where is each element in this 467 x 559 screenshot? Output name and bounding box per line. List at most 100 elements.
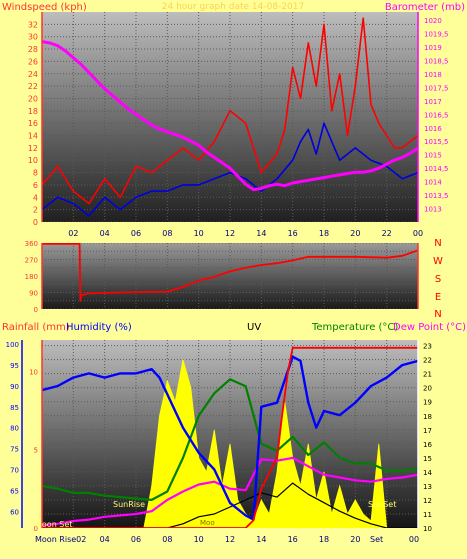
barometer-tick-label: 1019,5 (424, 31, 449, 39)
windspeed-tick-label: 28 (28, 45, 38, 54)
barometer-tick-label: 1015 (424, 152, 442, 160)
windspeed-tick-label: 2 (33, 206, 38, 215)
humidity-tick-label: 70 (10, 467, 19, 475)
time-tick-label: 18 (319, 229, 329, 238)
windspeed-axis-title: Windspeed (kph) (2, 2, 87, 13)
windspeed-tick-label: 12 (28, 144, 38, 153)
compass-label: N (434, 309, 441, 320)
barometer-tick-label: 1016 (424, 125, 442, 133)
time-tick-label: 10 (194, 229, 204, 238)
windspeed-tick-label: 18 (28, 107, 38, 116)
sunrise-label: SunRise (113, 500, 145, 509)
temperature-tick-label: 12 (423, 497, 432, 505)
barometer-tick-label: 1015,5 (424, 138, 449, 146)
rain-hum-temp-series (42, 346, 418, 528)
temperature-tick-label: 21 (423, 371, 432, 379)
temperature-tick-label: 15 (423, 455, 432, 463)
windspeed-tick-label: 20 (28, 94, 38, 103)
rainfall-tick-label: 5 (34, 447, 38, 455)
barometer-axis-title: Barometer (mb) (385, 2, 465, 13)
direction-tick-label: 270 (25, 257, 38, 265)
barometer-tick-label: 1014 (424, 179, 442, 187)
humidity-tick-label: 80 (10, 425, 19, 433)
rainfall-axis-title: Rainfall (mm) (2, 322, 70, 333)
windspeed-tick-label: 24 (28, 70, 38, 79)
barometer-line (42, 40, 418, 192)
barometer-tick-label: 1020 (424, 17, 442, 25)
wind-direction-line (42, 243, 418, 302)
windspeed-tick-label: 0 (33, 218, 38, 227)
time-tick-label: 14 (256, 229, 266, 238)
windspeed-tick-label: 6 (33, 181, 38, 190)
time-tick-label: 12 (225, 229, 235, 238)
windspeed-tick-label: 32 (28, 20, 38, 29)
temperature-tick-label: 20 (423, 385, 432, 393)
direction-tick-label: 0 (34, 306, 38, 314)
wind-gust-line (42, 17, 418, 205)
humidity-tick-label: 100 (6, 341, 19, 349)
compass-label: W (433, 256, 443, 267)
time-tick-label: 02 (68, 229, 78, 238)
temperature-tick-label: 13 (423, 483, 432, 491)
wind-speed-line (42, 122, 418, 217)
time-tick-label: 10 (194, 535, 204, 544)
rain-hum-temp-axes: 10 11 12 13 14 15 16 17 18 19 20 21 22 23 60 65 70 75 80 85… (6, 340, 432, 544)
wind-baro-grid (42, 12, 418, 222)
direction-tick-label: 180 (25, 273, 38, 281)
temperature-tick-label: 23 (423, 343, 432, 351)
temperature-tick-label: 22 (423, 357, 432, 365)
humidity-tick-label: 75 (10, 446, 19, 454)
time-tick-label: 18 (319, 535, 329, 544)
compass-label: E (435, 292, 441, 303)
windspeed-tick-label: 16 (28, 119, 38, 128)
temperature-tick-label: 16 (423, 441, 432, 449)
barometer-tick-label: 1017,5 (424, 84, 449, 92)
wind-baro-axes: 0246810121416182022242628303210131013,51… (28, 12, 449, 238)
windspeed-tick-label: 8 (33, 169, 38, 178)
humidity-tick-label: 95 (10, 362, 19, 370)
humidity-tick-label: 90 (10, 383, 19, 391)
humidity-line (42, 355, 418, 521)
barometer-tick-label: 1013 (424, 206, 442, 214)
barometer-tick-label: 1018,5 (424, 57, 449, 65)
time-tick-label: 04 (100, 535, 110, 544)
temperature-tick-label: 17 (423, 427, 432, 435)
uv-axis-title: UV (247, 322, 261, 333)
humidity-tick-label: 85 (10, 404, 19, 412)
time-tick-label: 08 (162, 535, 172, 544)
time-tick-label: 22 (382, 229, 392, 238)
barometer-tick-label: 1013,5 (424, 192, 449, 200)
dewpoint-axis-title: Dew Point (°C) (393, 322, 466, 333)
wind-baro-series (42, 17, 418, 217)
time-tick-label: 12 (225, 535, 235, 544)
windspeed-tick-label: 4 (33, 193, 38, 202)
time-tick-label: 08 (162, 229, 172, 238)
uv-line (42, 482, 418, 528)
rain-line (42, 346, 418, 528)
rainfall-tick-label: 0 (34, 525, 38, 533)
temperature-tick-label: 11 (423, 511, 432, 519)
windspeed-tick-label: 10 (28, 156, 38, 165)
time-tick-label: 16 (288, 229, 298, 238)
time-tick-label: 04 (100, 229, 110, 238)
time-tick-label: 06 (131, 535, 141, 544)
temperature-axis-title: Temperature (°C) (311, 322, 398, 333)
barometer-tick-label: 1014,5 (424, 165, 449, 173)
temperature-tick-label: 10 (423, 525, 432, 533)
compass-label: N (434, 238, 441, 249)
barometer-tick-label: 1019 (424, 44, 442, 52)
temperature-tick-label: 14 (423, 469, 432, 477)
time-tick-label: 14 (256, 535, 266, 544)
wind-direction-series (42, 243, 418, 302)
humidity-axis-title: Humidity (%) (66, 322, 132, 333)
wind-direction-grid (42, 243, 418, 309)
solar-area (42, 359, 418, 528)
direction-tick-label: 360 (25, 240, 38, 248)
barometer-tick-label: 1018 (424, 71, 442, 79)
windspeed-tick-label: 14 (28, 132, 38, 141)
rainfall-tick-label: 10 (29, 368, 38, 376)
moon-set-label: Moon Set (35, 520, 72, 529)
sunset-time-label: Set (370, 535, 383, 544)
